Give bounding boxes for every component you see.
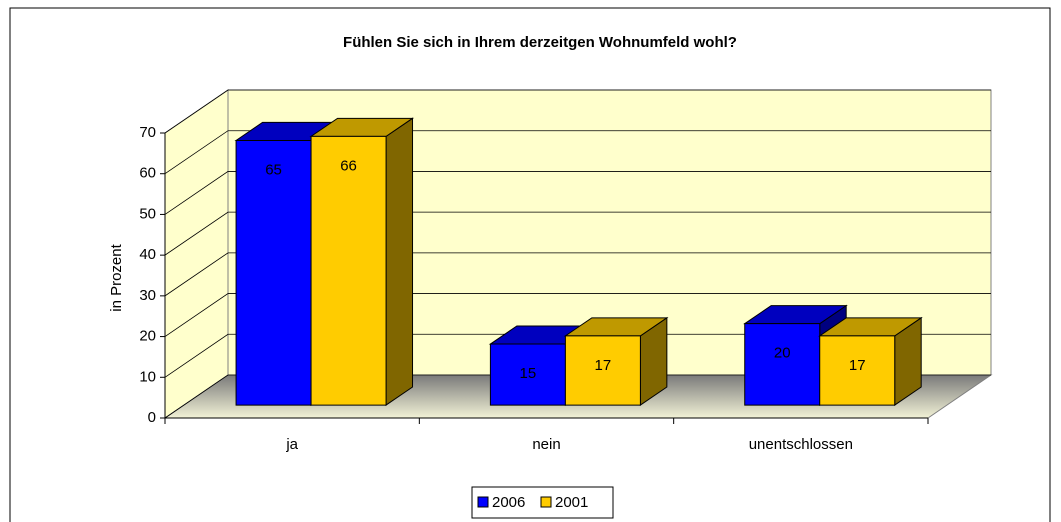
- grid-line: [164, 374, 991, 419]
- legend-label: 2006: [492, 494, 525, 511]
- bar: [235, 139, 312, 406]
- y-tick-label: 0: [148, 409, 156, 426]
- grid-line: [164, 333, 991, 378]
- x-tick-label: unentschlossen: [749, 436, 853, 453]
- grid-line: [164, 89, 991, 134]
- side-wall: [164, 89, 229, 419]
- grid-line: [164, 171, 991, 215]
- chart-title: Fühlen Sie sich in Ihrem derzeitgen Wohn…: [343, 34, 737, 51]
- value-label: 17: [595, 357, 612, 374]
- legend-label: 2001: [555, 494, 588, 511]
- value-label: 20: [774, 345, 791, 362]
- grid-line: [164, 211, 991, 256]
- y-axis-title: in Prozent: [108, 243, 125, 311]
- y-tick-label: 40: [139, 246, 156, 263]
- grid-line: [164, 130, 991, 175]
- grid-line: [164, 293, 991, 337]
- bar: [564, 335, 641, 406]
- y-tick-label: 70: [139, 124, 156, 141]
- bar-side: [385, 117, 414, 407]
- y-tick-label: 20: [139, 328, 156, 345]
- y-tick-label: 60: [139, 165, 156, 182]
- y-tick-label: 30: [139, 287, 156, 304]
- x-tick-label: ja: [285, 436, 298, 453]
- value-label: 17: [849, 357, 866, 374]
- value-label: 15: [520, 365, 537, 382]
- legend-swatch: [540, 496, 552, 508]
- y-tick-label: 50: [139, 205, 156, 222]
- bar: [819, 335, 896, 406]
- bar: [744, 323, 821, 406]
- grid-line: [164, 252, 991, 297]
- x-tick-label: nein: [532, 436, 560, 453]
- legend-swatch: [477, 496, 489, 508]
- value-label: 65: [265, 161, 282, 178]
- value-label: 66: [340, 157, 357, 174]
- bar: [310, 135, 387, 406]
- y-tick-label: 10: [139, 368, 156, 385]
